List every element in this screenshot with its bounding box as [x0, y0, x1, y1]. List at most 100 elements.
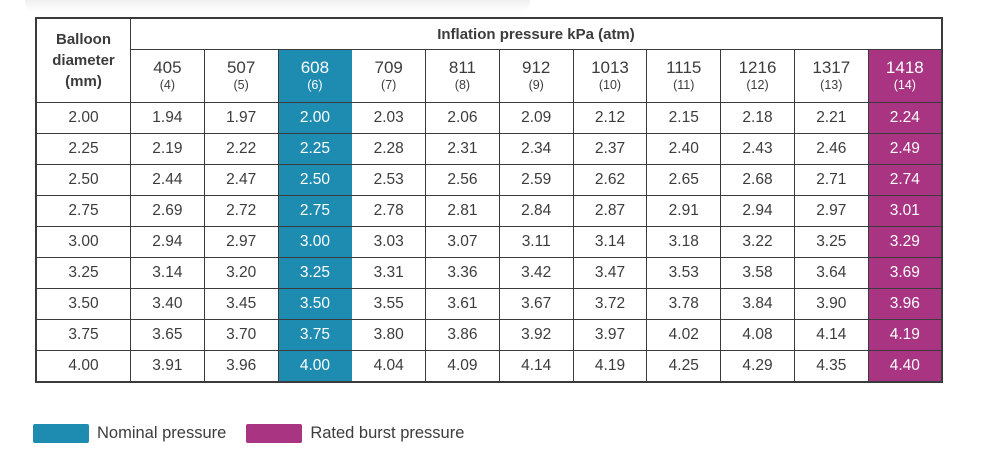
pressure-value-cell: 2.03: [351, 102, 427, 134]
table-row-diameter-3.75: 3.75 3.65 3.70 3.75 3.80 3.86 3.92 3.97 4.02 4.08…: [35, 319, 943, 351]
atm-value: (14): [893, 78, 916, 93]
pressure-value-cell: 4.14: [498, 350, 574, 383]
pressure-value-cell: 4.09: [425, 350, 500, 383]
pressure-value-cell: 2.75: [277, 195, 353, 227]
table-row-diameter-2.75: 2.75 2.69 2.72 2.75 2.78 2.81 2.84 2.87 2.91 2.94…: [35, 195, 943, 227]
row-header-diameter: 2.25: [35, 133, 131, 165]
kpa-value: 1216: [738, 58, 777, 78]
kpa-value: 811: [448, 58, 476, 78]
table-row-diameter-2.25: 2.25 2.19 2.22 2.25 2.28 2.31 2.34 2.37 2.40 2.43…: [35, 133, 943, 165]
kpa-value: 608: [300, 58, 330, 78]
pressure-value-cell: 3.00: [277, 226, 353, 258]
pressure-value-cell: 2.69: [130, 195, 205, 227]
kpa-value: 912: [522, 58, 551, 78]
column-header-709: 709 (7): [351, 49, 427, 103]
pressure-value-cell: 2.78: [351, 195, 427, 227]
pressure-value-cell: 2.50: [277, 164, 353, 196]
row-header-diameter: 3.50: [35, 288, 131, 320]
table-row-diameter-2.50: 2.50 2.44 2.47 2.50 2.53 2.56 2.59 2.62 2.65 2.68…: [35, 164, 943, 196]
pressure-value-cell: 3.64: [793, 257, 869, 289]
atm-value: (8): [454, 78, 471, 93]
pressure-value-cell: 3.45: [203, 288, 279, 320]
table-row-diameter-3.25: 3.25 3.14 3.20 3.25 3.31 3.36 3.42 3.47 3.53 3.58…: [35, 257, 943, 289]
pressure-value-cell: 2.56: [425, 164, 500, 196]
pressure-value-cell: 3.11: [498, 226, 574, 258]
pressure-value-cell: 3.42: [498, 257, 574, 289]
pressure-value-cell: 2.94: [720, 195, 795, 227]
pressure-value-cell: 2.19: [130, 133, 205, 165]
row-header-diameter: 4.00: [35, 350, 131, 383]
pressure-value-cell: 1.97: [203, 102, 279, 134]
pressure-value-cell: 3.75: [277, 319, 353, 351]
table-row-diameter-4.00: 4.00 3.91 3.96 4.00 4.04 4.09 4.14 4.19 4.25 4.29…: [35, 350, 943, 383]
pressure-value-cell: 3.92: [498, 319, 574, 351]
legend-label: Rated burst pressure: [310, 424, 465, 442]
column-header-405: 405 (4): [130, 49, 205, 103]
pressure-value-cell: 3.03: [351, 226, 427, 258]
pressure-value-cell: 2.46: [793, 133, 869, 165]
pressure-value-cell: 3.97: [572, 319, 648, 351]
pressure-value-cell: 2.59: [498, 164, 574, 196]
pressure-value-cell: 3.31: [351, 257, 427, 289]
pressure-value-cell: 2.09: [498, 102, 574, 134]
kpa-value: 1418: [885, 58, 924, 78]
pressure-value-cell: 3.25: [277, 257, 353, 289]
pressure-value-cell: 3.91: [130, 350, 205, 383]
pressure-value-cell: 2.28: [351, 133, 427, 165]
pressure-value-cell: 3.40: [130, 288, 205, 320]
pressure-value-cell: 2.18: [720, 102, 795, 134]
group-header-inflation-pressure: Inflation pressure kPa (atm): [130, 17, 943, 50]
column-header-1013: 1013 (10): [572, 49, 648, 103]
top-shadow-artifact: [25, 0, 530, 12]
pressure-value-cell: 2.72: [203, 195, 279, 227]
pressure-value-cell: 2.40: [646, 133, 722, 165]
row-header-diameter: 3.75: [35, 319, 131, 351]
pressure-value-cell: 2.47: [203, 164, 279, 196]
row-header-diameter: 2.50: [35, 164, 131, 196]
pressure-value-cell: 4.14: [793, 319, 869, 351]
pressure-value-cell: 2.24: [867, 102, 943, 134]
column-header-row: 405 (4) 507 (5) 608 (6) 709 (7) 811 (8) 912 (9) 1013…: [36, 49, 943, 103]
atm-value: (6): [307, 78, 323, 93]
pressure-value-cell: 4.19: [867, 319, 943, 351]
pressure-value-cell: 2.74: [867, 164, 943, 196]
nominal-swatch-icon: [33, 424, 89, 443]
pressure-value-cell: 4.35: [793, 350, 869, 383]
pressure-value-cell: 2.87: [572, 195, 648, 227]
column-header-507: 507 (5): [203, 49, 279, 103]
pressure-value-cell: 2.22: [203, 133, 279, 165]
pressure-value-cell: 2.91: [646, 195, 722, 227]
group-header-row: Balloon diameter (mm) Inflation pressure…: [35, 17, 943, 103]
row-header-diameter: 2.00: [35, 102, 131, 134]
pressure-value-cell: 2.84: [498, 195, 574, 227]
pressure-value-cell: 3.55: [351, 288, 427, 320]
pressure-value-cell: 3.70: [203, 319, 279, 351]
pressure-value-cell: 2.97: [793, 195, 869, 227]
table-row-diameter-2.00: 2.00 1.94 1.97 2.00 2.03 2.06 2.09 2.12 2.15 2.18…: [35, 102, 943, 134]
legend-label: Nominal pressure: [97, 424, 227, 442]
pressure-value-cell: 3.47: [572, 257, 648, 289]
pressure-value-cell: 3.58: [720, 257, 795, 289]
table-row-diameter-3.00: 3.00 2.94 2.97 3.00 3.03 3.07 3.11 3.14 3.18 3.22…: [35, 226, 943, 258]
atm-value: (9): [528, 78, 544, 93]
pressure-value-cell: 3.84: [720, 288, 795, 320]
legend-item-nominal: Nominal pressure: [33, 424, 226, 443]
pressure-value-cell: 3.96: [203, 350, 279, 383]
pressure-value-cell: 3.29: [867, 226, 943, 258]
pressure-value-cell: 3.65: [130, 319, 205, 351]
table-body: 2.00 1.94 1.97 2.00 2.03 2.06 2.09 2.12 2.15 2.18…: [35, 102, 943, 383]
pressure-value-cell: 3.69: [867, 257, 943, 289]
pressure-value-cell: 4.00: [277, 350, 353, 383]
pressure-value-cell: 3.53: [646, 257, 722, 289]
pressure-value-cell: 4.19: [572, 350, 648, 383]
pressure-value-cell: 3.80: [351, 319, 427, 351]
pressure-value-cell: 2.43: [720, 133, 795, 165]
row-header-diameter: 3.00: [35, 226, 131, 258]
pressure-value-cell: 2.97: [203, 226, 279, 258]
pressure-value-cell: 4.02: [646, 319, 722, 351]
kpa-value: 1115: [666, 58, 702, 78]
pressure-value-cell: 3.90: [793, 288, 869, 320]
pressure-value-cell: 3.14: [572, 226, 648, 258]
pressure-value-cell: 1.94: [130, 102, 205, 134]
